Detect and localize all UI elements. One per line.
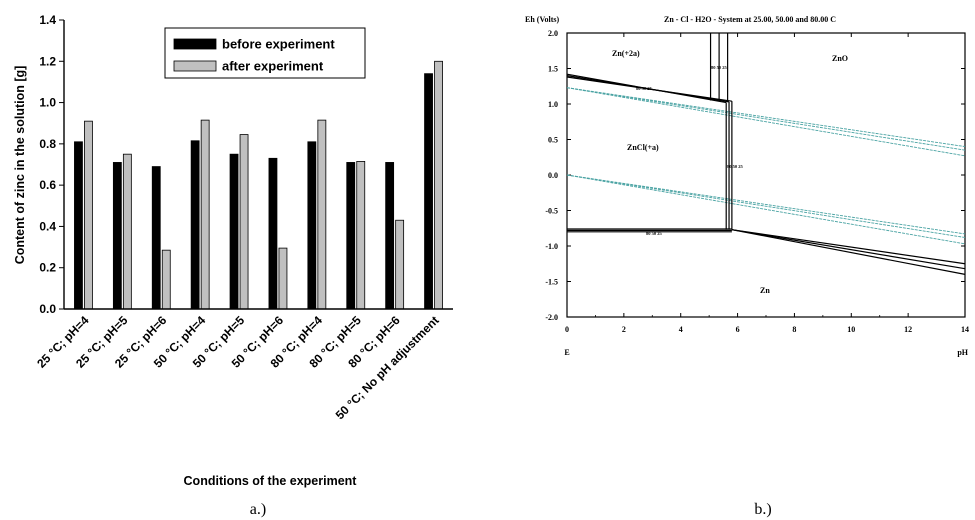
a-y-tick-label: 0.6 — [39, 178, 56, 192]
a-legend-swatch-after — [173, 60, 217, 72]
a-bar-after — [278, 247, 288, 310]
a-y-tick-label: 1.0 — [39, 96, 56, 110]
b-y-tick-label: -1.0 — [545, 242, 558, 251]
b-boundary-lines — [566, 33, 966, 275]
a-legend-swatch-before — [173, 38, 217, 50]
a-bar-after — [434, 60, 443, 310]
a-caption: a.) — [250, 501, 266, 518]
a-y-tick-label: 1.4 — [39, 13, 56, 27]
b-axis-ticks: 0 2 4 6 8 10 12 14 2.0 1.5 1.0 0.5 0.0 -0.5 -1.0 -1.5 -2… — [545, 29, 969, 334]
b-y-tick-label: 0.5 — [548, 136, 558, 145]
a-bar-before — [424, 73, 433, 310]
b-water-line — [566, 174, 966, 245]
b-annotation: 80 50 25 — [646, 231, 663, 236]
b-caption: b.) — [754, 501, 771, 518]
b-y-tick-label: 1.0 — [548, 100, 558, 109]
b-water-line — [566, 87, 966, 148]
b-y-axis-label: Eh (Volts) — [525, 15, 559, 24]
a-bar-before — [112, 162, 122, 310]
b-region-label: ZnCl(+a) — [627, 143, 659, 152]
b-annotation: 80 50 25 — [727, 164, 744, 169]
a-y-tick-label: 0.4 — [39, 219, 56, 233]
b-plot-frame — [566, 32, 966, 318]
b-water-stability-lines — [566, 87, 966, 245]
a-bar-before — [307, 141, 317, 310]
b-boundary-line — [731, 229, 966, 270]
a-y-ticks: 0.0 0.2 0.4 0.6 0.8 1.0 1.2 1.4 — [39, 13, 64, 316]
b-region-label: Zn — [760, 286, 770, 295]
a-bar-after — [239, 134, 249, 310]
b-corner-label: E — [564, 348, 569, 357]
a-bar-after — [122, 153, 132, 310]
b-y-tick-label: -2.0 — [545, 313, 558, 322]
b-water-line — [566, 87, 966, 151]
b-x-tick-label: 4 — [679, 325, 683, 334]
b-water-line — [566, 174, 966, 238]
a-bar-after — [161, 249, 171, 310]
b-boundary-line — [566, 76, 732, 102]
a-x-axis-label: Conditions of the experiment — [184, 474, 358, 488]
b-y-tick-label: 2.0 — [548, 29, 558, 38]
b-x-tick-label: 12 — [904, 325, 912, 334]
a-bar-before — [346, 162, 356, 310]
a-legend-label-before: before experiment — [222, 37, 335, 52]
a-bar-after — [317, 119, 327, 310]
a-y-axis-label: Content of zinc in the solution [g] — [13, 66, 27, 265]
b-annotation: 80 50 25 — [711, 65, 728, 70]
b-region-label: Zn(+2a) — [612, 49, 640, 58]
a-y-tick-label: 0.0 — [39, 302, 56, 316]
b-region-label: ZnO — [832, 54, 848, 63]
b-water-line — [566, 174, 966, 235]
b-boundary-line — [731, 229, 966, 275]
a-bar-before — [151, 166, 161, 310]
a-legend: before experiment after experiment — [164, 27, 366, 79]
pourbaix-panel: 0 2 4 6 8 10 12 14 2.0 1.5 1.0 0.5 0.0 -0.5 -1.0 -1.5 -2… — [525, 15, 969, 518]
b-y-tick-label: -1.5 — [545, 278, 558, 287]
b-y-tick-label: -0.5 — [545, 207, 558, 216]
a-y-tick-label: 1.2 — [39, 54, 56, 68]
a-bar-before — [268, 157, 278, 310]
a-bar-before — [190, 140, 200, 310]
a-bar-after — [84, 120, 93, 310]
a-bar-before — [229, 153, 239, 310]
a-bar-after — [200, 119, 210, 310]
b-x-tick-label: 10 — [847, 325, 855, 334]
a-bar-after — [395, 219, 405, 310]
b-y-tick-label: 0.0 — [548, 171, 558, 180]
b-x-tick-label: 0 — [565, 325, 569, 334]
a-bars — [74, 60, 443, 310]
a-y-tick-label: 0.2 — [39, 261, 56, 275]
a-bar-before — [74, 141, 83, 310]
b-annotation: 80 50 25 — [636, 86, 653, 91]
b-x-tick-label: 2 — [622, 325, 626, 334]
b-y-tick-label: 1.5 — [548, 65, 558, 74]
b-chart-title: Zn - Cl - H2O - System at 25.00, 50.00 a… — [664, 15, 836, 24]
b-x-axis-label: pH — [957, 348, 968, 357]
b-x-tick-label: 14 — [961, 325, 969, 334]
b-x-tick-label: 8 — [792, 325, 796, 334]
b-boundary-line — [731, 229, 966, 265]
a-bar-before — [385, 162, 395, 310]
a-legend-label-after: after experiment — [222, 59, 324, 74]
a-y-tick-label: 0.8 — [39, 137, 56, 151]
a-bar-after — [356, 161, 366, 310]
b-x-tick-label: 6 — [736, 325, 740, 334]
a-x-tick-labels: 25 °C; pH=425 °C; pH=525 °C; pH=650 °C; … — [34, 313, 441, 422]
bar-chart-panel: 0.0 0.2 0.4 0.6 0.8 1.0 1.2 1.4 25 °C; pH=425 °… — [13, 13, 453, 518]
b-water-line — [566, 87, 966, 157]
